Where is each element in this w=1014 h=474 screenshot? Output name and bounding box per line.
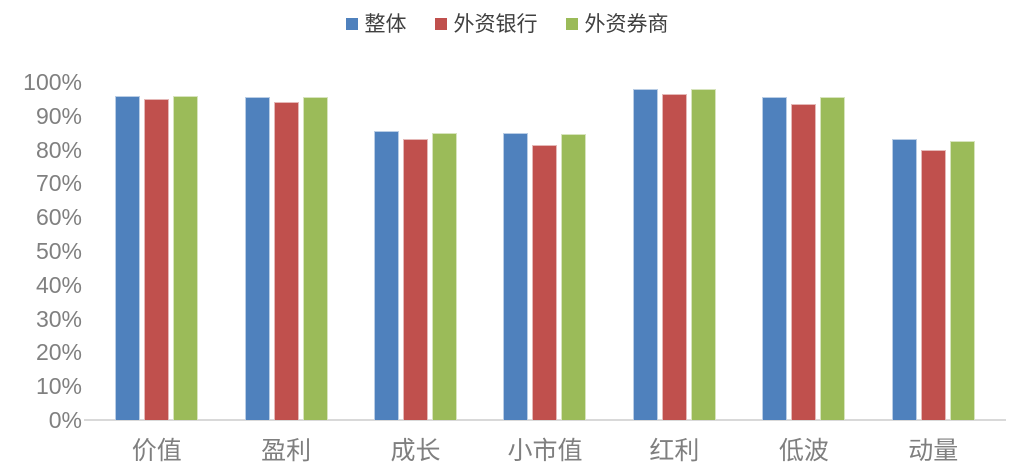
bar <box>374 131 400 420</box>
x-axis-baseline <box>84 419 1006 421</box>
y-tick-label: 20% <box>35 339 82 366</box>
bar-group-1 <box>92 82 221 420</box>
y-tick-label: 80% <box>35 136 82 163</box>
bar <box>632 88 658 420</box>
x-axis-category-label: 红利 <box>649 438 700 465</box>
legend-label: 外资银行 <box>453 12 538 36</box>
bar <box>173 95 199 420</box>
bar-group-7 <box>869 82 998 420</box>
y-tick-label: 40% <box>35 271 82 298</box>
bar <box>561 134 587 420</box>
legend-item-2: 外资银行 <box>434 11 538 37</box>
bar <box>144 98 170 420</box>
legend-swatch-icon <box>345 18 358 30</box>
x-axis-labels: 价值 盈利 成长 小市值 红利 低波 动量 <box>92 431 998 467</box>
bar-group-2 <box>221 82 350 420</box>
bar <box>403 139 429 420</box>
bar <box>503 132 529 420</box>
bar <box>302 97 328 420</box>
bar <box>244 97 270 420</box>
y-tick-label: 90% <box>35 102 82 129</box>
x-axis-category-label: 价值 <box>131 438 182 465</box>
x-axis-category-label: 成长 <box>390 438 441 465</box>
y-tick-label: 0% <box>48 407 82 433</box>
bar <box>920 149 946 420</box>
legend-item-1: 整体 <box>345 11 407 37</box>
bar <box>690 88 716 420</box>
bar-group-5 <box>610 82 739 420</box>
bar <box>273 102 299 420</box>
chart-legend: 整体 外资银行 外资券商 <box>0 11 1014 37</box>
y-tick-label: 70% <box>35 170 82 197</box>
plot-area <box>92 82 998 420</box>
y-tick-label: 30% <box>35 305 82 332</box>
y-tick-label: 100% <box>23 69 82 95</box>
x-axis-category-label: 低波 <box>778 438 829 465</box>
bar-group-4 <box>480 82 609 420</box>
legend-label: 外资券商 <box>584 12 669 36</box>
legend-item-3: 外资券商 <box>565 11 669 37</box>
bar <box>432 132 458 420</box>
bar-group-3 <box>351 82 480 420</box>
bar <box>661 93 687 420</box>
bar <box>115 95 141 420</box>
legend-swatch-icon <box>434 18 447 30</box>
legend-label: 整体 <box>364 12 407 36</box>
bar <box>891 139 917 420</box>
bar <box>532 144 558 420</box>
bar <box>791 103 817 420</box>
bar <box>949 141 975 420</box>
legend-swatch-icon <box>565 18 578 30</box>
y-tick-label: 10% <box>35 373 82 400</box>
bar <box>820 97 846 420</box>
x-axis-category-label: 动量 <box>908 438 959 465</box>
y-tick-label: 50% <box>35 238 82 264</box>
bar-group-6 <box>739 82 868 420</box>
x-axis-category-label: 盈利 <box>261 438 312 465</box>
x-axis-category-label: 小市值 <box>507 438 583 465</box>
bar <box>762 97 788 420</box>
y-tick-label: 60% <box>35 204 82 231</box>
